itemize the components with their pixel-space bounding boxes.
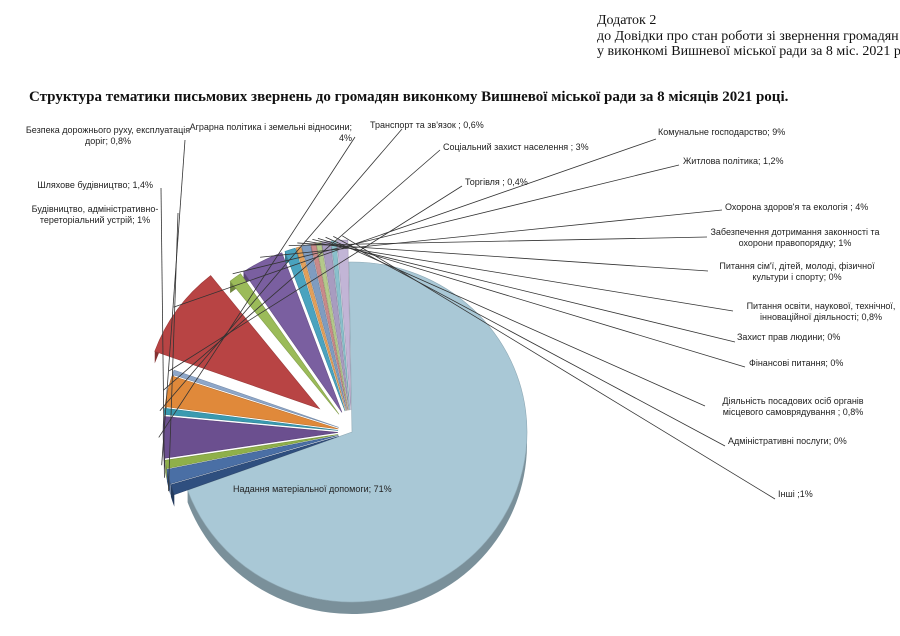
leader-line	[161, 139, 186, 466]
pie-slice	[170, 436, 339, 496]
slice-label: Безпека дорожнього руху, експлуатація дор…	[26, 125, 190, 146]
addendum-line-1: Додаток 2	[597, 13, 657, 28]
pie-slice	[164, 434, 339, 469]
slice-label: Фінансові питання; 0%	[749, 358, 843, 368]
leader-line	[312, 239, 736, 343]
leader-line	[158, 136, 356, 438]
leader-line	[260, 209, 723, 258]
addendum-line-2: до Довідки про стан роботи зі звернення …	[597, 28, 899, 44]
pie-slice	[336, 239, 352, 411]
slice-label: Адміністративні послуги; 0%	[728, 436, 847, 446]
addendum-line-3: у виконкомі Вишневої міської ради за 8 м…	[597, 44, 900, 59]
slice-label: Діяльність посадових осіб органів місцево…	[722, 396, 863, 417]
leader-line	[304, 240, 734, 312]
pie-slice-side	[165, 460, 167, 481]
addendum-note: Додаток 2 до Довідки про стан роботи зі …	[597, 13, 900, 60]
slice-label: Забезпечення дотримання законності та охо…	[710, 227, 879, 248]
pie-slice-side	[170, 484, 175, 507]
pie-slice	[284, 247, 346, 412]
leader-line	[297, 242, 709, 272]
slice-label: Інші ;1%	[778, 489, 813, 499]
leader-line	[168, 185, 463, 372]
slice-label: Питання освіти, наукової, технічної, інно…	[747, 301, 896, 322]
slice-label: Будівництво, адміністративно-тереторіаль…	[32, 204, 159, 225]
slice-label: Надання матеріальної допомоги; 71%	[233, 484, 392, 494]
leader-line	[163, 149, 441, 391]
leader-line	[173, 138, 657, 308]
slice-label: Питання сім'ї, дітей, молоді, фізичної ку…	[719, 261, 875, 282]
slice-label: Охорона здоров'я та екологія ; 4%	[725, 202, 868, 212]
slice-label: Торгівля ; 0,4%	[465, 177, 528, 187]
slice-label: Соціальний захист населення ; 3%	[443, 142, 589, 152]
leader-line	[325, 236, 706, 407]
leader-line	[288, 236, 708, 246]
leader-line	[342, 235, 776, 500]
leader-line	[232, 164, 680, 275]
slice-label: Шляхове будівництво; 1,4%	[37, 180, 153, 190]
slice-label: Транспорт та зв'язок ; 0,6%	[370, 120, 484, 130]
chart-title: Структура тематики письмових звернень до…	[29, 89, 789, 105]
pie-slice	[243, 252, 343, 413]
pie-slice	[154, 275, 321, 410]
slice-label: Аграрна політика і земельні відносини; 4%	[190, 122, 352, 143]
slice-label: Комунальне господарство; 9%	[658, 127, 785, 137]
slice-label: Захист прав людини; 0%	[737, 332, 840, 342]
leader-line	[317, 238, 746, 368]
pie-slice	[321, 240, 350, 411]
leader-line	[333, 236, 726, 447]
slice-label: Житлова політика; 1,2%	[683, 156, 784, 166]
